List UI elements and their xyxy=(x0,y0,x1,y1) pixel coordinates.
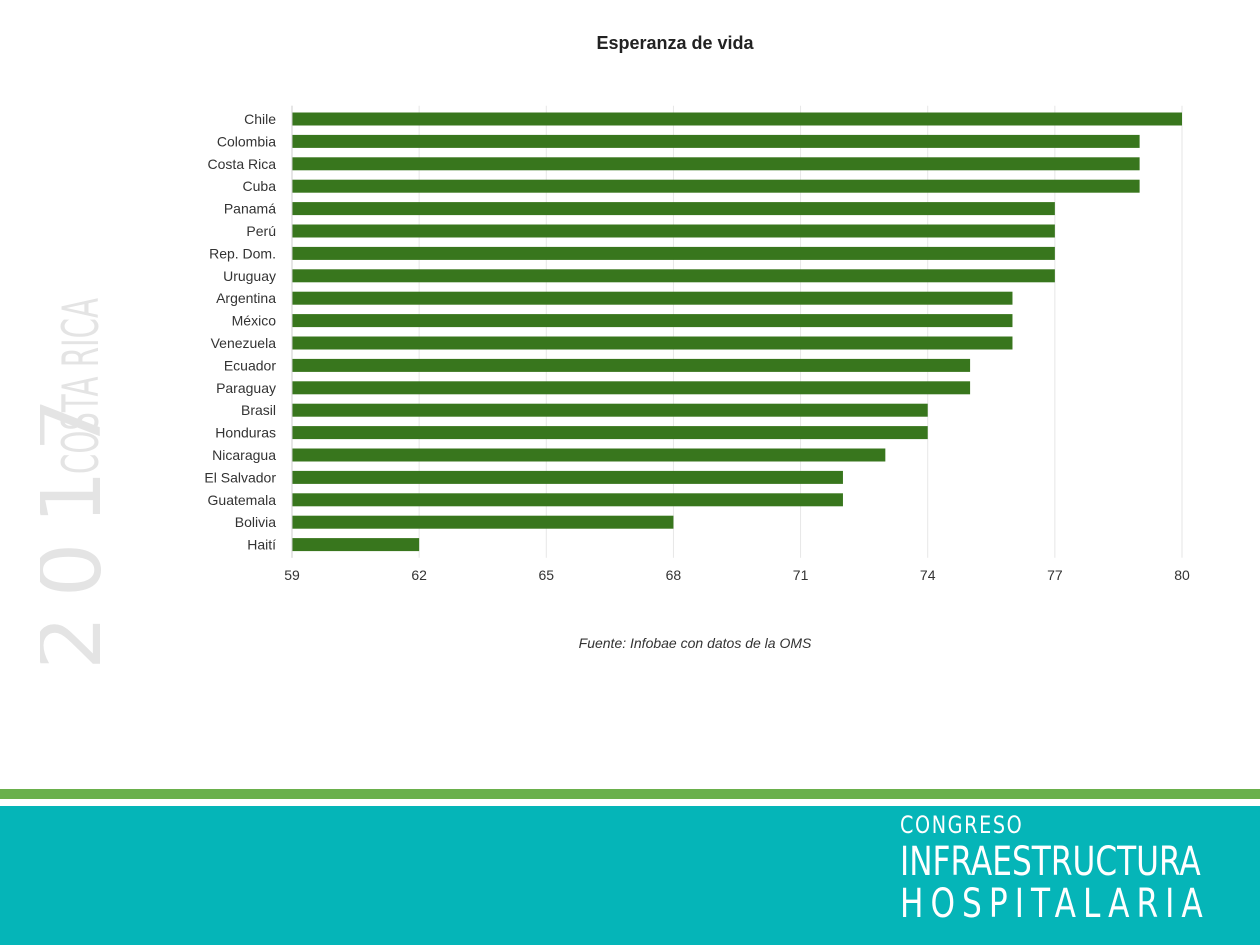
category-label: Bolivia xyxy=(235,514,276,530)
side-banner-year: 2017 xyxy=(40,379,120,670)
category-label: El Salvador xyxy=(204,469,276,485)
bars-group xyxy=(292,112,1182,552)
bar xyxy=(292,493,843,507)
bar xyxy=(292,358,971,372)
category-labels: Chile Colombia Costa Rica Cuba Panamá Perú Rep… xyxy=(204,111,276,553)
chart-title: Esperanza de vida xyxy=(596,33,754,53)
x-tick-label: 62 xyxy=(411,567,427,583)
logo-line-infraestructura: INFRAESTRUCTURA xyxy=(900,839,1201,885)
x-tick-label: 68 xyxy=(666,567,682,583)
logo-line-congreso: CONGRESO xyxy=(900,811,1024,839)
category-label: Rep. Dom. xyxy=(209,245,276,261)
bar xyxy=(292,246,1055,260)
x-tick-label: 80 xyxy=(1174,567,1190,583)
side-banner-svg: 2017 COSTA RICA xyxy=(40,298,120,670)
congress-logo: CONGRESO INFRAESTRUCTURA HOSPITALARIA xyxy=(900,808,1210,927)
category-label: Chile xyxy=(244,111,276,127)
grid-lines xyxy=(291,105,1183,558)
bar xyxy=(292,269,1055,283)
bar xyxy=(292,179,1140,193)
bar xyxy=(292,381,971,395)
category-label: Panamá xyxy=(224,201,276,217)
bar xyxy=(292,448,886,462)
logo-line-hospitalaria: HOSPITALARIA xyxy=(900,881,1210,927)
category-label: Uruguay xyxy=(223,268,276,284)
footer-gap xyxy=(0,799,1260,806)
category-label: Ecuador xyxy=(224,357,276,373)
x-tick-label: 59 xyxy=(284,567,300,583)
x-tick-label: 74 xyxy=(920,567,936,583)
category-label: Cuba xyxy=(243,178,277,194)
category-label: Brasil xyxy=(241,402,276,418)
bar xyxy=(292,403,928,417)
bar xyxy=(292,291,1013,305)
bar xyxy=(292,515,674,529)
side-banner-place: COSTA RICA xyxy=(52,298,111,474)
bar xyxy=(292,224,1055,238)
category-label: Colombia xyxy=(217,133,276,149)
x-tick-labels: 59 62 65 68 71 74 77 80 xyxy=(284,567,1190,583)
bar xyxy=(292,134,1140,148)
bar xyxy=(292,202,1055,216)
category-label: Argentina xyxy=(216,290,276,306)
category-label: Guatemala xyxy=(208,492,277,508)
x-tick-label: 71 xyxy=(793,567,809,583)
bar xyxy=(292,336,1013,350)
x-tick-label: 77 xyxy=(1047,567,1063,583)
category-label: Haití xyxy=(247,537,276,553)
side-banner: 2017 COSTA RICA xyxy=(40,240,120,670)
bar-chart: Esperanza de vida Chile Colombia Costa Ric… xyxy=(204,33,1190,651)
chart-caption: Fuente: Infobae con datos de la OMS xyxy=(579,635,812,651)
bar xyxy=(292,112,1182,126)
category-label: Venezuela xyxy=(211,335,277,351)
category-label: Costa Rica xyxy=(208,156,277,172)
footer-stripe xyxy=(0,789,1260,799)
x-tick-label: 65 xyxy=(538,567,554,583)
bar xyxy=(292,314,1013,328)
bar xyxy=(292,426,928,440)
chart-container: Esperanza de vida Chile Colombia Costa Ric… xyxy=(135,0,1250,665)
footer-band xyxy=(0,806,1260,945)
bar xyxy=(292,538,420,552)
category-label: Perú xyxy=(246,223,276,239)
category-label: Honduras xyxy=(215,425,276,441)
category-label: Nicaragua xyxy=(212,447,276,463)
bar xyxy=(292,157,1140,171)
category-label: México xyxy=(232,313,277,329)
bar xyxy=(292,470,843,484)
category-label: Paraguay xyxy=(216,380,276,396)
